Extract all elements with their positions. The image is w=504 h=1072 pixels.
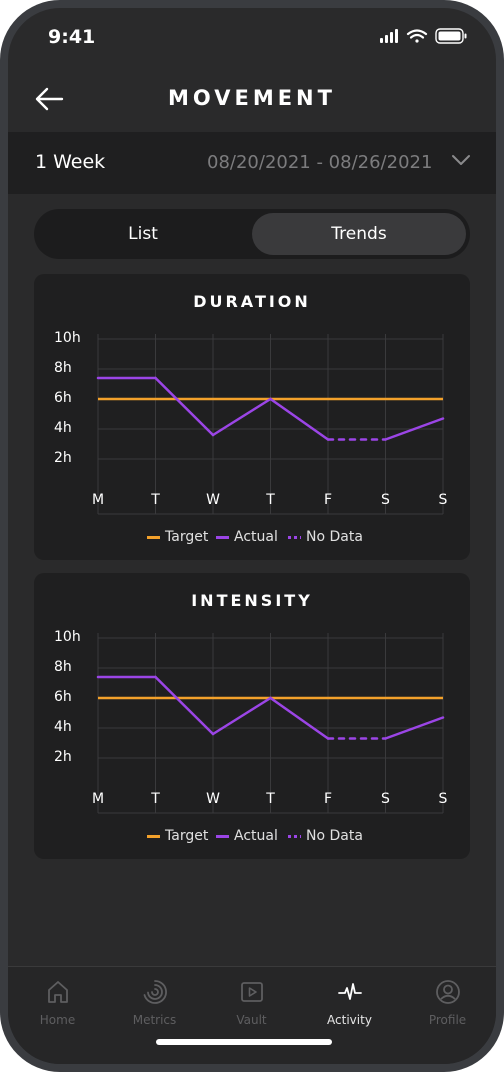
actual-series-segment — [211, 397, 272, 437]
legend-swatch — [288, 535, 301, 539]
y-tick-label: 8h — [54, 360, 72, 376]
tab-vault[interactable]: Vault — [203, 979, 300, 1027]
metrics-icon — [143, 980, 167, 1004]
home-icon — [47, 981, 68, 1003]
tab-label: Home — [39, 1013, 76, 1027]
y-tick-label: 8h — [54, 659, 72, 675]
y-tick-label: 2h — [54, 450, 72, 466]
legend-label: Actual — [234, 529, 278, 545]
legend-swatch — [216, 535, 229, 539]
y-tick-label: 6h — [54, 390, 72, 406]
tab-home[interactable]: Home — [9, 979, 106, 1027]
tab-bar: Home Metrics Vault — [8, 966, 496, 1064]
actual-series-segment — [384, 716, 445, 740]
back-arrow-icon[interactable] — [34, 84, 64, 114]
y-tick-label: 10h — [54, 330, 81, 346]
y-tick-label: 6h — [54, 689, 72, 705]
x-tick-label: T — [266, 492, 275, 508]
tab-metrics[interactable]: Metrics — [106, 979, 203, 1027]
legend-item: Target — [147, 529, 208, 545]
intensity-chart-card: INTENSITY 10h 8h 6h 4h 2h M T W T F S S Target Actual… — [34, 573, 470, 859]
status-bar: 9:41 — [8, 8, 496, 68]
actual-series-segment — [154, 376, 215, 437]
legend-swatch — [216, 834, 229, 838]
tab-label: Metrics — [132, 1013, 177, 1027]
tab-profile[interactable]: Profile — [399, 979, 496, 1027]
profile-icon — [435, 980, 460, 1004]
actual-series-segment — [211, 696, 272, 736]
legend-swatch — [147, 834, 160, 838]
x-tick-label: S — [438, 791, 448, 807]
x-tick-label: M — [91, 791, 105, 807]
x-tick-label: S — [438, 492, 448, 508]
tab-label: Profile — [428, 1013, 467, 1027]
x-tick-label: T — [151, 492, 160, 508]
screen: 9:41 — [8, 8, 496, 1064]
x-tick-label: F — [323, 492, 333, 508]
x-tick-label: M — [91, 492, 105, 508]
legend-item: No Data — [288, 828, 363, 844]
x-tick-label: S — [381, 492, 390, 508]
trends-tab[interactable]: Trends — [252, 213, 466, 255]
chart-title: INTENSITY — [191, 591, 313, 610]
home-indicator — [156, 1039, 332, 1045]
legend-swatch — [147, 535, 160, 539]
actual-series-segment — [154, 675, 215, 736]
actual-series-segment — [384, 417, 445, 441]
y-tick-label: 10h — [54, 629, 81, 645]
tab-activity[interactable]: Activity — [301, 979, 398, 1027]
legend-swatch — [288, 834, 301, 838]
vault-icon — [240, 982, 263, 1002]
tab-label: Activity — [327, 1013, 372, 1027]
x-tick-label: S — [381, 791, 390, 807]
battery-icon — [435, 28, 467, 44]
x-tick-label: W — [206, 791, 220, 807]
date-range-label: 08/20/2021 - 08/26/2021 — [207, 152, 433, 173]
y-tick-label: 4h — [54, 719, 72, 735]
actual-series-segment — [269, 696, 330, 740]
legend-label: No Data — [306, 529, 363, 545]
status-time: 9:41 — [48, 26, 96, 48]
legend-item: Actual — [216, 828, 278, 844]
tab-label: Vault — [236, 1013, 267, 1027]
period-label: 1 Week — [35, 151, 106, 173]
x-tick-label: W — [206, 492, 220, 508]
chevron-down-icon[interactable] — [452, 154, 470, 166]
legend-item: Target — [147, 828, 208, 844]
chart-title: DURATION — [193, 292, 311, 311]
legend-label: Actual — [234, 828, 278, 844]
x-tick-label: T — [151, 791, 160, 807]
chart-plot — [96, 633, 445, 814]
wifi-icon — [406, 29, 428, 43]
app-bar: MOVEMENT — [8, 68, 496, 132]
x-tick-label: F — [323, 791, 333, 807]
x-tick-label: T — [266, 791, 275, 807]
activity-icon — [337, 983, 362, 1000]
y-tick-label: 2h — [54, 749, 72, 765]
legend-label: Target — [165, 529, 209, 545]
signal-icon — [380, 29, 398, 43]
legend-label: Target — [165, 828, 209, 844]
page-title: MOVEMENT — [168, 86, 336, 110]
list-tab[interactable]: List — [128, 224, 158, 244]
chart-plot — [96, 334, 445, 515]
legend-item: No Data — [288, 529, 363, 545]
date-range-selector[interactable]: 1 Week 08/20/2021 - 08/26/2021 — [8, 132, 496, 194]
status-icons — [380, 28, 467, 44]
duration-chart-card: DURATION 10h 8h 6h 4h 2h M T W T F S S Target Actual N… — [34, 274, 470, 560]
legend-label: No Data — [306, 828, 363, 844]
y-tick-label: 4h — [54, 420, 72, 436]
view-toggle: List Trends — [34, 209, 470, 259]
legend-item: Actual — [216, 529, 278, 545]
actual-series-segment — [269, 397, 330, 441]
